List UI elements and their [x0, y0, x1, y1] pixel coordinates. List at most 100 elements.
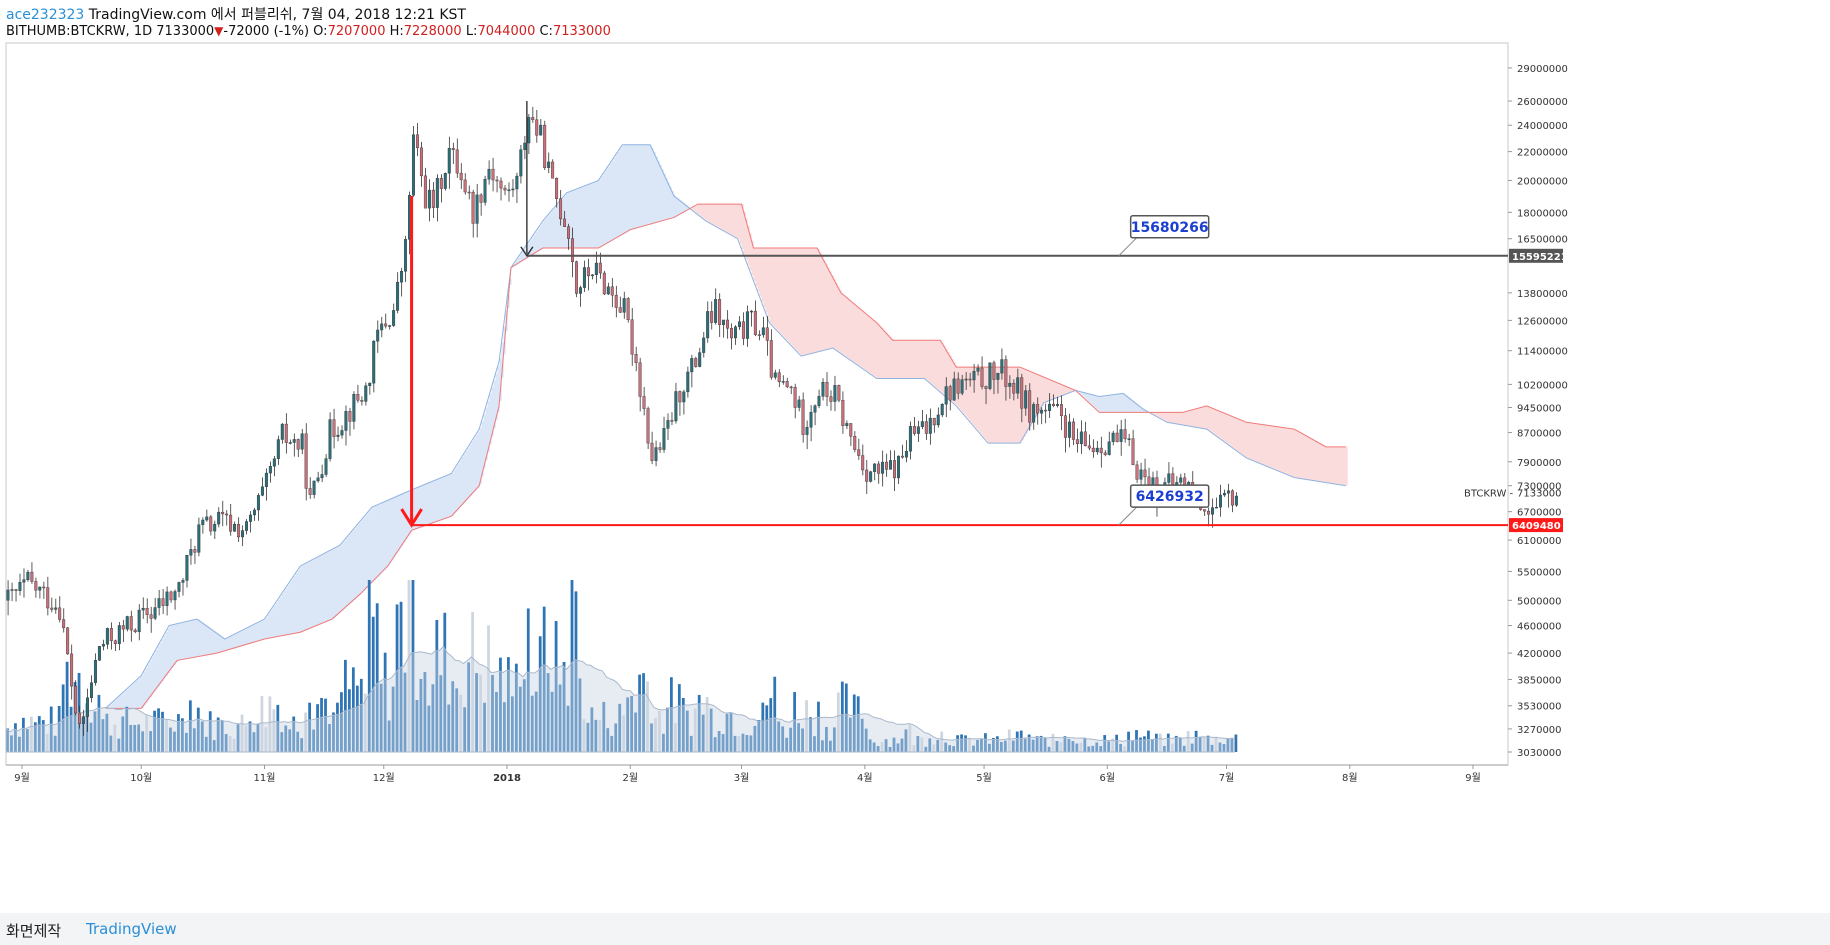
kumo-cloud-slice: [1129, 398, 1132, 413]
volume-bar: [300, 738, 304, 752]
volume-bar: [749, 735, 753, 752]
kumo-cloud-slice: [191, 620, 194, 658]
kumo-cloud-slice: [1291, 428, 1294, 477]
volume-bar: [856, 696, 860, 752]
kumo-cloud-slice: [267, 614, 270, 639]
kumo-cloud-slice: [629, 144, 632, 231]
kumo-cloud-slice: [797, 248, 800, 353]
author-name[interactable]: ace232323: [6, 7, 85, 23]
volume-bar: [85, 703, 89, 752]
kumo-cloud-slice: [439, 478, 442, 521]
kumo-cloud-slice: [891, 339, 894, 379]
candle-down: [30, 571, 34, 582]
candle-up: [714, 299, 718, 323]
volume-bar: [514, 663, 518, 752]
volume-bar: [292, 716, 296, 752]
candle-down: [74, 685, 78, 714]
volume-bar: [1226, 738, 1230, 752]
kumo-cloud-slice: [151, 657, 154, 695]
candle-down: [109, 628, 113, 641]
candle-down: [893, 460, 896, 479]
candle-down: [308, 488, 312, 495]
kumo-cloud-slice: [705, 204, 708, 221]
y-axis-tick-label: 6700000: [1517, 508, 1562, 519]
candle-up: [1218, 494, 1222, 508]
kumo-cloud-slice: [123, 691, 126, 709]
kumo-cloud-slice: [315, 557, 318, 626]
x-axis-tick-label: 9월: [1465, 772, 1481, 784]
volume-bar: [308, 702, 312, 752]
candle-up: [336, 434, 340, 437]
kumo-cloud-slice: [1185, 411, 1188, 426]
volume-bar: [972, 745, 975, 752]
candle-up: [519, 149, 523, 177]
kumo-cloud-slice: [731, 204, 734, 236]
candle-up: [1119, 429, 1123, 442]
kumo-cloud-slice: [887, 334, 890, 379]
kumo-cloud-slice: [1305, 435, 1308, 480]
volume-bar: [387, 720, 391, 752]
kumo-cloud-slice: [1299, 432, 1302, 479]
price-chart[interactable]: 15595221 6409480 15680266 6426932 3030000 327…: [0, 42, 1830, 916]
kumo-cloud-slice: [1091, 394, 1094, 406]
y-axis-tick-label: 3030000: [1517, 748, 1562, 759]
candle-up: [1056, 404, 1059, 406]
kumo-cloud-slice: [363, 517, 366, 591]
volume-bar: [332, 712, 335, 752]
candle-down: [658, 447, 662, 450]
kumo-cloud-slice: [649, 144, 652, 225]
kumo-cloud-slice: [129, 686, 132, 709]
high-value: 7228000: [403, 24, 462, 39]
kumo-cloud-slice: [377, 504, 380, 577]
candle-down: [1135, 464, 1139, 480]
kumo-cloud-slice: [567, 192, 570, 249]
candle-up: [404, 239, 408, 272]
kumo-cloud-slice: [853, 303, 856, 363]
kumo-cloud-slice: [1289, 428, 1292, 476]
candle-down: [384, 323, 388, 327]
volume-bar: [10, 735, 13, 752]
kumo-cloud-slice: [343, 540, 346, 609]
kumo-cloud-slice: [443, 476, 446, 520]
volume-bar: [785, 737, 789, 752]
last-price-symbol: BTCKRW -: [1464, 489, 1514, 500]
volume-bar: [240, 714, 244, 752]
candle-up: [1222, 493, 1226, 496]
kumo-cloud-slice: [917, 340, 920, 379]
kumo-cloud-slice: [599, 178, 602, 248]
volume-bar: [697, 694, 701, 752]
kumo-cloud-slice: [367, 512, 370, 587]
chart-svg[interactable]: 15595221 6409480 15680266 6426932 3030000 327…: [0, 42, 1830, 912]
candle-up: [483, 178, 487, 203]
candle-down: [1230, 490, 1234, 506]
kumo-cloud-slice: [407, 491, 410, 537]
volume-bar: [940, 731, 944, 752]
kumo-cloud-slice: [585, 185, 588, 249]
candle-down: [1103, 452, 1107, 455]
candle-up: [197, 524, 201, 553]
kumo-cloud-slice: [389, 499, 392, 564]
volume-bar: [407, 580, 411, 752]
volume-bar: [340, 692, 343, 752]
candle-up: [1032, 404, 1036, 423]
kumo-cloud-slice: [311, 560, 314, 628]
kumo-cloud-slice: [1211, 407, 1214, 433]
kumo-cloud-slice: [673, 194, 676, 218]
candle-up: [443, 173, 447, 189]
kumo-cloud-slice: [1207, 406, 1210, 430]
candle-down: [113, 640, 117, 644]
kumo-cloud-slice: [277, 599, 280, 637]
kumo-cloud-slice: [771, 248, 774, 326]
kumo-cloud-slice: [173, 624, 176, 666]
kumo-cloud-slice: [1325, 446, 1328, 483]
kumo-cloud-slice: [329, 550, 332, 621]
volume-bar: [264, 727, 268, 752]
volume-bar: [1015, 731, 1019, 752]
tradingview-brand-link[interactable]: TradingView: [86, 920, 177, 938]
kumo-cloud-slice: [661, 169, 664, 221]
candle-down: [503, 187, 507, 191]
volume-bar: [200, 721, 204, 752]
volume-bar: [1115, 734, 1119, 752]
kumo-cloud-slice: [1085, 392, 1088, 400]
kumo-cloud-slice: [561, 198, 564, 249]
